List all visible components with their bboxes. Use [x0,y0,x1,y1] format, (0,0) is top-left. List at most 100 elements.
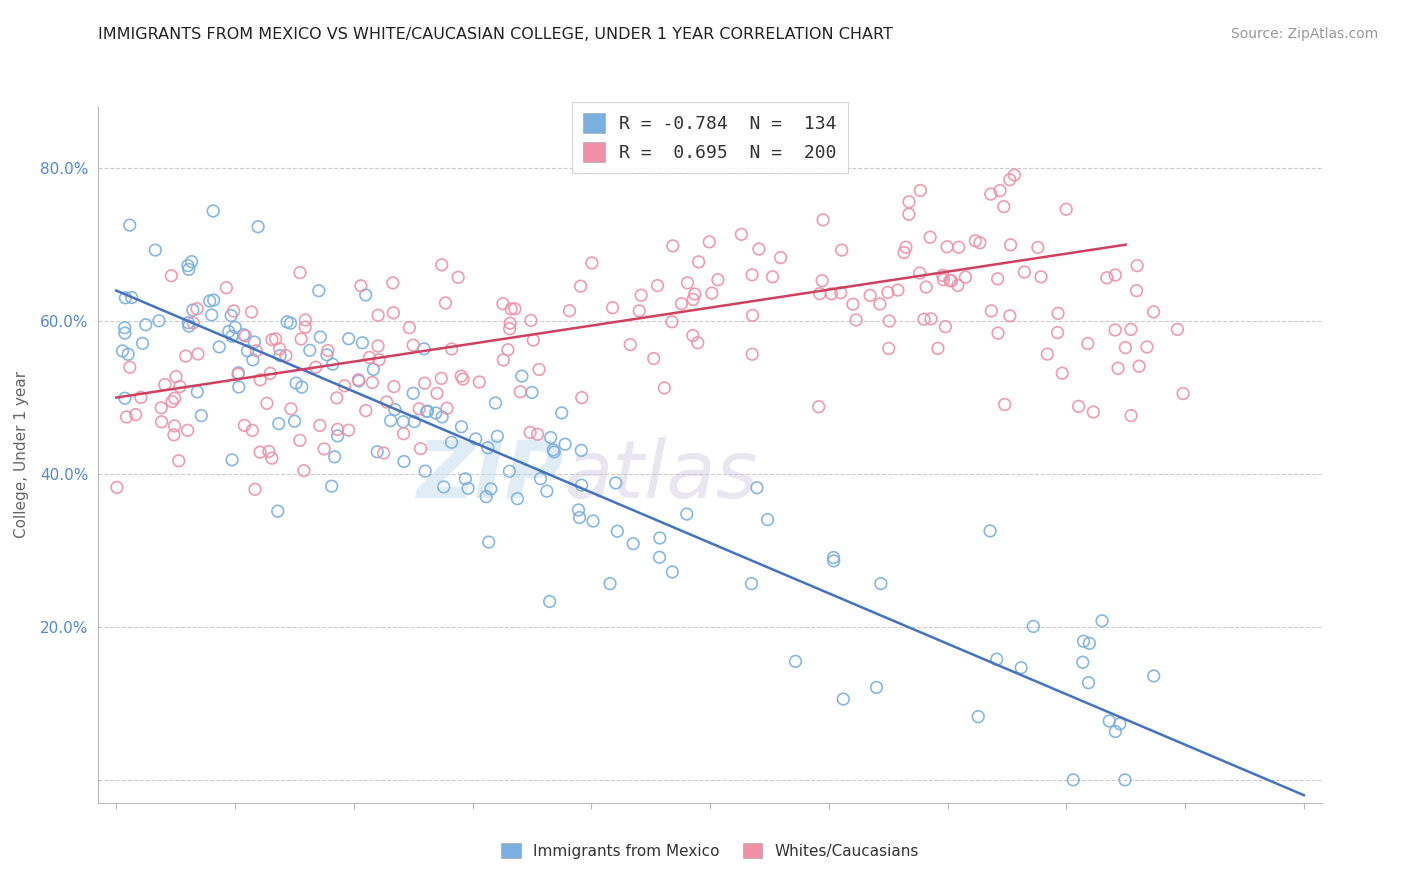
Point [823,554,845,568]
Point [150,415,173,429]
Point [392,454,415,468]
Point [1104,323,1126,337]
Point [181,316,204,330]
Point [602,301,624,315]
Point [111,343,134,358]
Point [643,351,665,366]
Point [129,391,152,405]
Point [176,423,198,437]
Point [1071,655,1094,669]
Point [267,504,290,518]
Point [434,296,457,310]
Point [486,429,509,443]
Point [740,576,762,591]
Point [1077,336,1099,351]
Point [426,386,449,401]
Point [496,343,519,357]
Point [408,401,430,416]
Point [436,401,458,416]
Point [605,475,627,490]
Point [484,396,506,410]
Point [993,200,1015,214]
Point [543,445,565,459]
Point [498,322,520,336]
Point [1142,305,1164,319]
Point [228,366,250,380]
Point [571,478,593,492]
Point [222,304,245,318]
Point [392,415,415,429]
Point [1026,240,1049,254]
Point [276,315,298,329]
Point [831,243,853,257]
Point [1104,724,1126,739]
Point [522,333,544,347]
Point [519,425,541,440]
Point [1077,675,1099,690]
Point [785,654,807,668]
Point [998,172,1021,186]
Point [305,360,328,375]
Point [292,464,315,478]
Point [347,373,370,387]
Point [118,360,141,375]
Point [249,373,271,387]
Point [413,342,436,356]
Point [527,362,550,376]
Point [893,245,915,260]
Point [808,286,831,301]
Point [373,446,395,460]
Point [1091,614,1114,628]
Point [830,285,852,300]
Point [440,342,463,356]
Point [1046,326,1069,340]
Point [1067,400,1090,414]
Point [1107,361,1129,376]
Point [177,262,200,277]
Point [165,369,187,384]
Point [967,709,990,723]
Point [257,444,280,458]
Text: Source: ZipAtlas.com: Source: ZipAtlas.com [1230,27,1378,41]
Point [567,503,589,517]
Point [269,349,291,363]
Point [247,219,270,234]
Point [413,376,436,390]
Point [661,565,683,579]
Point [948,240,970,254]
Point [215,281,238,295]
Point [309,330,332,344]
Point [887,283,910,297]
Point [741,268,763,282]
Point [308,284,330,298]
Point [1078,636,1101,650]
Point [1128,359,1150,374]
Point [569,443,592,458]
Point [430,258,453,272]
Point [454,472,477,486]
Point [366,444,388,458]
Point [648,550,671,565]
Point [260,333,283,347]
Point [232,327,254,342]
Point [621,536,644,550]
Point [499,316,522,330]
Point [447,270,470,285]
Point [392,426,415,441]
Point [1054,202,1077,217]
Point [606,524,628,539]
Point [181,303,204,318]
Point [361,376,384,390]
Point [870,576,893,591]
Point [920,230,942,244]
Point [208,340,231,354]
Point [382,379,405,393]
Point [1002,168,1025,182]
Point [404,415,426,429]
Point [243,483,266,497]
Point [280,316,302,330]
Point [124,408,146,422]
Point [1114,341,1136,355]
Point [811,212,834,227]
Point [478,535,501,549]
